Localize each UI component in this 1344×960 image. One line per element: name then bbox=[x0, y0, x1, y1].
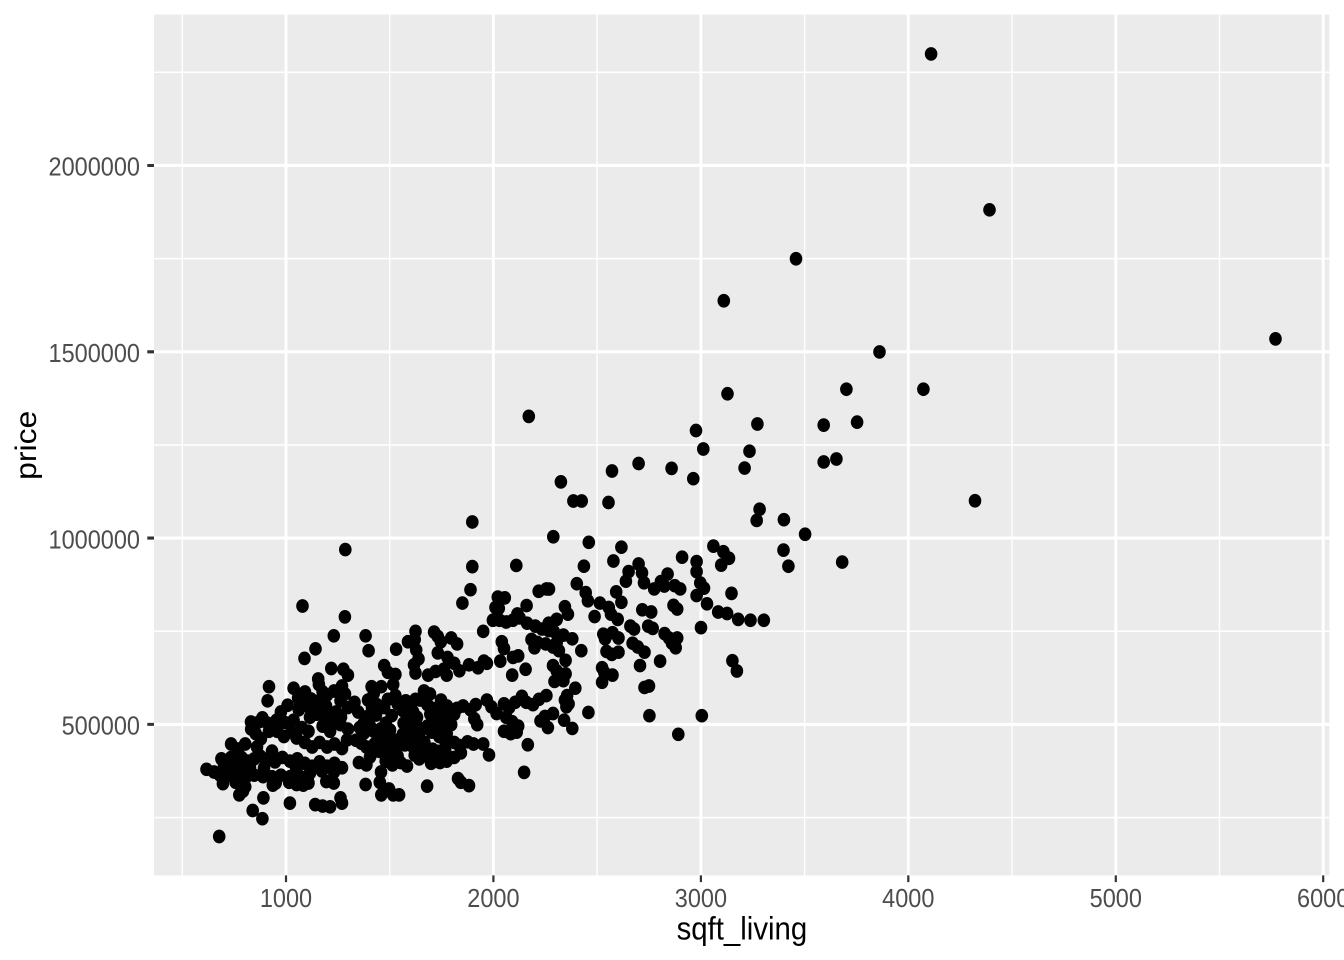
svg-text:5000: 5000 bbox=[1090, 885, 1142, 913]
svg-text:500000: 500000 bbox=[62, 713, 140, 741]
svg-text:1000: 1000 bbox=[260, 885, 312, 913]
svg-text:2000: 2000 bbox=[467, 885, 519, 913]
svg-text:1500000: 1500000 bbox=[49, 340, 140, 368]
svg-text:1000000: 1000000 bbox=[49, 526, 140, 554]
svg-text:4000: 4000 bbox=[882, 885, 934, 913]
svg-text:sqft_living: sqft_living bbox=[677, 910, 808, 946]
svg-text:6000: 6000 bbox=[1297, 885, 1344, 913]
svg-text:2000000: 2000000 bbox=[49, 154, 140, 182]
svg-text:3000: 3000 bbox=[675, 885, 727, 913]
svg-text:price: price bbox=[9, 411, 43, 480]
